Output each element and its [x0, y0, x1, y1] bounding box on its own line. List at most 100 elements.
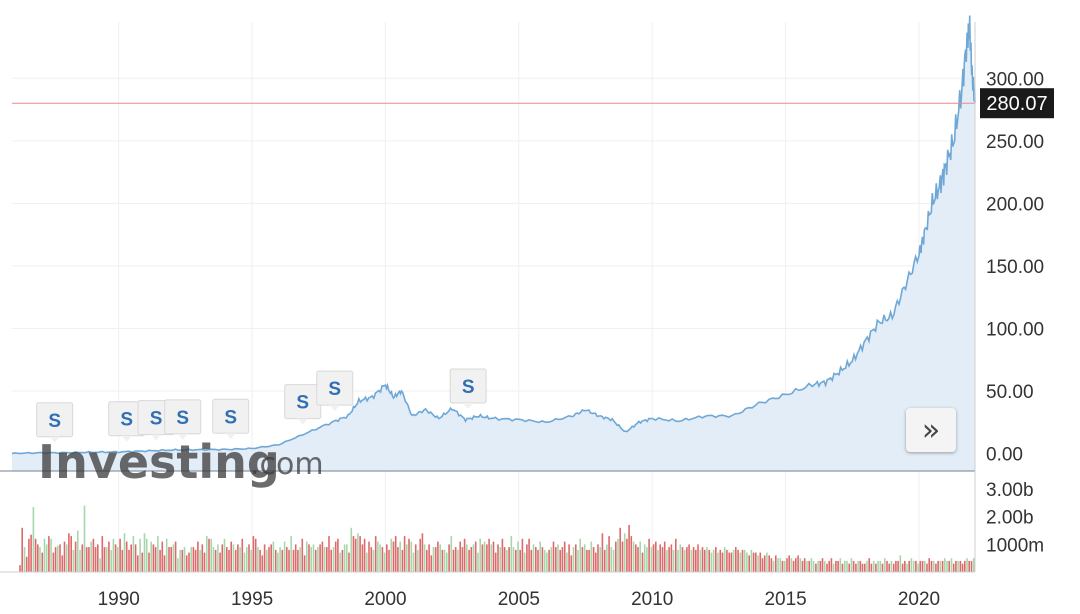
volume-bar	[921, 560, 924, 572]
split-marker-7[interactable]: S	[449, 368, 487, 409]
volume-bar	[394, 536, 397, 572]
volume-bar	[174, 541, 177, 572]
volume-bar	[850, 558, 853, 572]
volume-bar	[926, 563, 928, 572]
volume-bar	[837, 560, 839, 572]
volume-bar	[137, 555, 139, 572]
volume-bar	[94, 547, 97, 572]
volume-bar	[541, 547, 544, 572]
volume-bar	[348, 552, 350, 572]
volume-bar	[230, 541, 232, 572]
volume-bar	[241, 538, 244, 572]
volume-bar	[832, 563, 835, 572]
split-marker-pointer	[49, 436, 60, 443]
split-marker-3[interactable]: S	[164, 399, 202, 440]
volume-bar	[646, 547, 648, 572]
volume-bar	[917, 563, 919, 572]
volume-bar	[661, 547, 664, 572]
volume-bar	[588, 549, 590, 572]
volume-bar	[226, 547, 228, 572]
y-tick-label: 150.00	[986, 257, 1044, 278]
volume-bar	[970, 560, 973, 572]
volume-bar	[330, 549, 332, 572]
volume-bar	[448, 544, 450, 572]
volume-bar	[603, 549, 606, 572]
scroll-to-latest-button[interactable]: »	[906, 408, 956, 452]
volume-bar	[103, 547, 106, 572]
volume-bar	[815, 563, 817, 572]
split-marker-6[interactable]: S	[316, 370, 354, 412]
volume-bar	[688, 544, 690, 572]
y-tick-label: 0.00	[986, 444, 1023, 465]
volume-bar	[90, 541, 92, 572]
volume-bar	[679, 544, 682, 572]
volume-bar	[650, 547, 653, 572]
volume-bar	[826, 563, 828, 572]
volume-bar	[239, 547, 241, 572]
volume-bar	[346, 544, 348, 572]
volume-bar	[492, 541, 495, 572]
volume-bar	[732, 549, 735, 572]
volume-bar	[506, 549, 508, 572]
volume-bar	[608, 536, 610, 572]
volume-bar	[317, 547, 319, 572]
split-marker-0[interactable]: S	[36, 402, 74, 443]
volume-bar	[761, 558, 764, 572]
volume-bar	[950, 558, 953, 572]
volume-bar	[145, 538, 148, 572]
split-marker-5[interactable]: S	[284, 384, 322, 425]
volume-bar	[32, 507, 35, 572]
volume-bar	[23, 547, 26, 572]
volume-bar	[839, 558, 842, 572]
split-marker-pointer	[297, 418, 308, 425]
volume-bar	[150, 541, 152, 572]
volume-bar	[844, 560, 846, 572]
volume-bar	[512, 547, 515, 572]
volume-bar	[246, 547, 248, 572]
volume-bar	[870, 563, 873, 572]
volume-bar	[370, 547, 373, 572]
volume-bar	[88, 547, 90, 572]
volume-bar	[154, 547, 157, 572]
price-area	[0, 15, 976, 472]
volume-bar	[183, 547, 186, 572]
split-marker-label: S	[224, 407, 237, 428]
volume-bar	[643, 544, 646, 572]
volume-bar	[57, 545, 59, 572]
volume-bar	[930, 560, 933, 572]
volume-bar	[803, 558, 806, 572]
volume-bar	[924, 560, 926, 572]
volume-bar	[34, 538, 37, 572]
volume-bar	[237, 544, 239, 572]
volume-bar	[114, 544, 117, 572]
volume-bar	[383, 552, 386, 572]
volume-bar	[481, 544, 484, 572]
volume-bar	[99, 558, 101, 572]
volume-bar	[621, 541, 624, 572]
volume-bar	[817, 560, 819, 572]
volume-bar	[770, 558, 773, 572]
volume-bar	[257, 547, 259, 572]
volume-bar	[790, 558, 793, 572]
volume-bar	[250, 549, 252, 572]
current-price-label-box	[980, 88, 1054, 119]
volume-bar	[766, 552, 768, 572]
volume-bar	[25, 556, 28, 572]
volume-bar	[966, 558, 968, 572]
x-tick-label: 1995	[231, 589, 273, 610]
volume-bar	[390, 538, 393, 572]
volume-bar	[875, 563, 877, 572]
volume-bar	[217, 544, 219, 572]
split-marker-1[interactable]: S	[108, 401, 146, 442]
volume-bar	[490, 544, 493, 572]
volume-tick-label: 3.00b	[986, 480, 1034, 501]
volume-bar	[210, 538, 212, 572]
volume-bar	[828, 560, 830, 572]
volume-bar	[612, 549, 615, 572]
volume-bar	[266, 549, 268, 572]
volume-bar	[741, 549, 744, 572]
split-marker-4[interactable]: S	[212, 398, 250, 440]
price-line	[11, 15, 976, 455]
split-marker-pointer	[329, 405, 340, 412]
volume-bar	[783, 560, 786, 572]
